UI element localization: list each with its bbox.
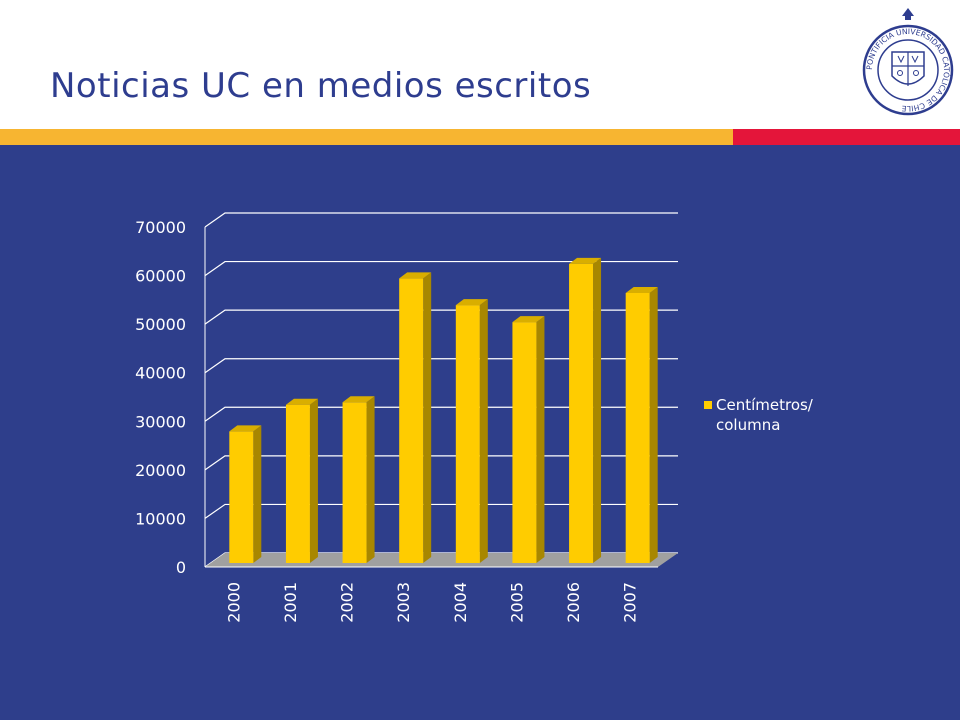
gridline xyxy=(204,406,678,422)
gridline xyxy=(204,503,678,519)
bar-chart: 70000 60000 50000 40000 30000 20000 10000 0 200… xyxy=(135,212,814,623)
y-tick-label: 20000 xyxy=(135,461,186,480)
chart-axes xyxy=(204,227,658,568)
x-tick-label: 2004 xyxy=(451,582,470,623)
y-tick-label: 70000 xyxy=(135,218,186,237)
legend-label-line-1: Centímetros/ xyxy=(716,396,814,414)
bar-top xyxy=(229,425,262,432)
bar xyxy=(399,272,432,563)
bar xyxy=(285,398,318,563)
bar-front xyxy=(285,404,310,563)
bar-side xyxy=(253,425,262,563)
bar-side xyxy=(536,316,545,563)
gridline xyxy=(204,212,678,228)
x-axis-tick-labels: 2000 2001 2002 2003 2004 2005 2006 2007 xyxy=(224,582,639,623)
bar-top xyxy=(342,396,375,403)
x-tick-label: 2001 xyxy=(281,582,300,623)
chart-bars xyxy=(229,257,658,563)
bar xyxy=(342,396,375,563)
bar-side xyxy=(309,398,318,563)
gridline xyxy=(204,455,678,471)
university-seal-logo: PONTIFICIA UNIVERSIDAD CATÓLICA DE CHILE xyxy=(862,8,954,116)
chart-legend: Centímetros/ columna xyxy=(704,396,814,434)
bar-front xyxy=(512,322,537,563)
bar-front xyxy=(455,305,480,563)
x-tick-label: 2003 xyxy=(394,582,413,623)
chart-gridlines xyxy=(204,212,678,568)
legend-label-line-2: columna xyxy=(716,416,780,434)
bar-top xyxy=(455,299,488,306)
gridline xyxy=(204,309,678,325)
x-tick-label: 2002 xyxy=(338,582,357,623)
header-stripe-gold xyxy=(0,129,733,145)
bar xyxy=(229,425,262,563)
bar-top xyxy=(625,287,658,293)
gridline xyxy=(204,358,678,374)
slide-title: Noticias UC en medios escritos xyxy=(50,66,592,106)
bar-front xyxy=(229,431,254,563)
y-tick-label: 10000 xyxy=(135,509,186,528)
bar xyxy=(625,287,658,563)
y-tick-label: 60000 xyxy=(135,267,186,286)
header-stripe-red xyxy=(733,129,960,145)
bar-side xyxy=(593,257,602,563)
bar-front xyxy=(342,402,367,563)
gridline xyxy=(204,260,678,277)
chart-floor xyxy=(205,553,678,567)
legend-swatch xyxy=(704,401,712,409)
bar-top xyxy=(399,272,432,279)
y-tick-label: 50000 xyxy=(135,315,186,334)
y-tick-label: 30000 xyxy=(135,412,186,431)
bar-side xyxy=(649,287,658,563)
bar xyxy=(569,257,602,563)
y-tick-label: 0 xyxy=(176,558,186,577)
y-axis-tick-labels: 70000 60000 50000 40000 30000 20000 10000 0 xyxy=(135,218,186,577)
bar-front xyxy=(625,293,650,563)
bar-top xyxy=(569,257,602,264)
bar-top xyxy=(285,398,318,405)
chart-floor-plane xyxy=(205,553,678,567)
bar-front xyxy=(569,263,594,563)
y-tick-label: 40000 xyxy=(135,364,186,383)
slide-header: Noticias UC en medios escritos PONTIFICI… xyxy=(0,0,960,130)
bar-side xyxy=(423,272,432,563)
x-tick-label: 2007 xyxy=(621,582,640,623)
bar-side xyxy=(366,396,375,563)
x-tick-label: 2006 xyxy=(564,582,583,623)
bar xyxy=(512,316,545,563)
bar-side xyxy=(479,299,488,563)
bar-front xyxy=(399,278,424,563)
bar xyxy=(455,299,488,563)
x-tick-label: 2000 xyxy=(224,582,243,623)
bar-top xyxy=(512,316,545,323)
x-tick-label: 2005 xyxy=(507,582,526,623)
